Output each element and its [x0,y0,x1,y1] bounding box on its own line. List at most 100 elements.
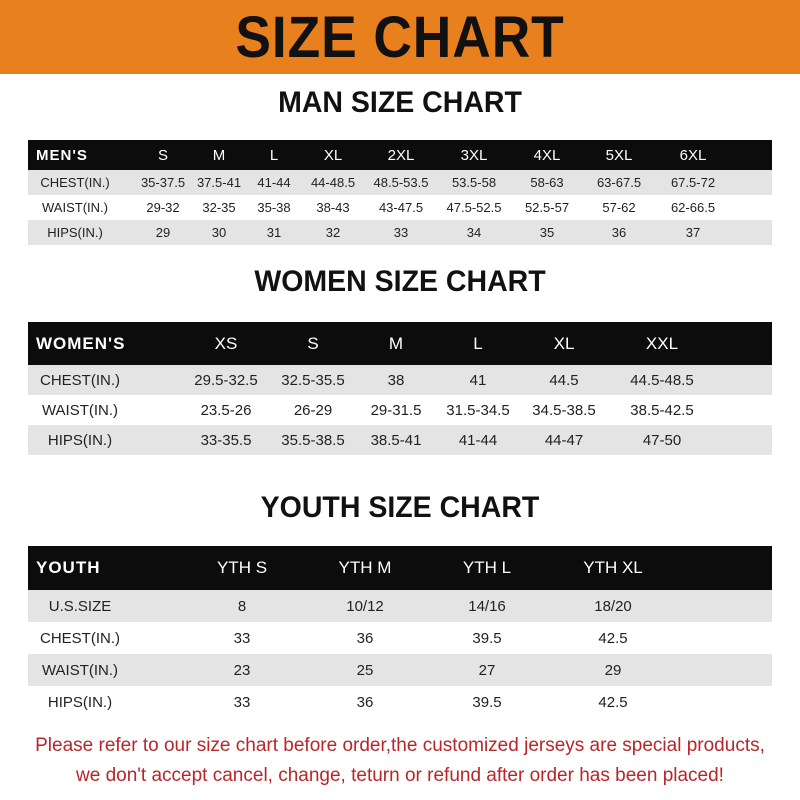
women-table-label: WOMEN'S [36,333,126,353]
size-header: S [157,146,169,164]
table-cell: 23.5-26 [200,401,252,419]
table-cell: 63-67.5 [596,175,642,190]
table-cell: 41-44 [458,431,498,449]
table-row: CHEST(IN.) 35-37.5 37.5-41 41-44 44-48.5 48.5… [28,170,772,195]
table-cell: 43-47.5 [378,200,424,215]
row-label: CHEST(IN.) [40,371,120,389]
row-label: HIPS(IN.) [47,431,113,449]
row-label: WAIST(IN.) [42,200,108,215]
women-header-row: WOMEN'S XS S M L XL XXL [28,322,772,365]
row-label: WAIST(IN.) [41,401,119,419]
table-cell: 14/16 [468,597,506,615]
table-cell: 25 [356,661,374,679]
size-header: XL [553,333,575,353]
table-row: HIPS(IN.) 29 30 31 32 33 34 35 36 37 [28,220,772,245]
size-header: L [269,146,279,164]
table-cell: 57-62 [602,200,636,215]
row-label: CHEST(IN.) [40,175,110,190]
table-row: WAIST(IN.) 29-32 32-35 35-38 38-43 43-47.5 47.… [28,195,772,220]
size-header: YTH M [338,558,392,577]
table-cell: 39.5 [472,629,502,647]
table-cell: 35-37.5 [140,175,186,190]
table-cell: 38.5-41 [370,431,422,449]
women-section-title: WOMEN SIZE CHART [254,265,546,298]
table-cell: 42.5 [598,629,628,647]
table-row: CHEST(IN.) 33 36 39.5 42.5 [28,622,772,654]
table-cell: 34.5-38.5 [532,401,596,419]
table-cell: 10/12 [346,597,384,615]
table-row: WAIST(IN.) 23 25 27 29 [28,654,772,686]
size-header: 3XL [460,146,488,164]
table-cell: 29 [604,661,622,679]
table-cell: 33 [233,693,251,711]
size-header: 4XL [533,146,561,164]
row-label: WAIST(IN.) [41,661,119,679]
table-cell: 42.5 [598,693,628,711]
size-chart-banner: SIZE CHART [0,0,800,74]
table-cell: 29-32 [146,200,180,215]
table-cell: 36 [356,629,374,647]
table-cell: 58-63 [530,175,564,190]
table-cell: 31 [266,225,282,240]
youth-table-label: YOUTH [36,558,101,577]
row-label: CHEST(IN.) [40,629,120,647]
size-header: 6XL [679,146,707,164]
table-cell: 62-66.5 [670,200,716,215]
size-header: YTH L [462,558,512,577]
table-cell: 35.5-38.5 [281,431,345,449]
table-cell: 37.5-41 [196,175,242,190]
size-header: 5XL [605,146,633,164]
table-row: HIPS(IN.) 33 36 39.5 42.5 [28,686,772,718]
row-label: U.S.SIZE [48,597,112,615]
table-cell: 36 [356,693,374,711]
size-header: L [473,333,483,353]
table-cell: 35 [539,225,555,240]
table-cell: 47.5-52.5 [446,200,502,215]
table-cell: 38-43 [316,200,350,215]
table-cell: 67.5-72 [670,175,716,190]
table-cell: 38 [387,371,405,389]
table-cell: 33-35.5 [200,431,252,449]
size-header: M [212,146,226,164]
size-header: XS [214,333,238,353]
notice-line-2: we don't accept cancel, change, teturn o… [76,765,724,786]
women-size-table: WOMEN'S XS S M L XL XXL CHEST(IN.) 29.5-32.5 32.5… [28,322,772,455]
youth-header-row: YOUTH YTH S YTH M YTH L YTH XL [28,546,772,590]
table-cell: 44-47 [544,431,584,449]
men-header-row: MEN'S S M L XL 2XL 3XL 4XL 5XL 6XL [28,140,772,170]
size-header: XXL [645,333,679,353]
table-cell: 34 [466,225,482,240]
row-label: HIPS(IN.) [47,693,113,711]
table-cell: 32.5-35.5 [281,371,345,389]
table-cell: 27 [478,661,496,679]
table-row: HIPS(IN.) 33-35.5 35.5-38.5 38.5-41 41-44 44-… [28,425,772,455]
table-cell: 29 [155,225,171,240]
youth-section-title: YOUTH SIZE CHART [260,491,540,524]
table-cell: 47-50 [642,431,682,449]
size-header: YTH S [216,558,268,577]
table-cell: 38.5-42.5 [630,401,694,419]
row-label: HIPS(IN.) [47,225,103,240]
table-cell: 53.5-58 [451,175,497,190]
table-cell: 44.5-48.5 [630,371,694,389]
men-section-title: MAN SIZE CHART [278,86,522,119]
table-cell: 33 [233,629,251,647]
banner-title: SIZE CHART [235,5,565,70]
table-row: U.S.SIZE 8 10/12 14/16 18/20 [28,590,772,622]
table-cell: 26-29 [293,401,333,419]
size-header: 2XL [387,146,415,164]
table-cell: 18/20 [594,597,632,615]
size-header: S [307,333,319,353]
table-row: WAIST(IN.) 23.5-26 26-29 29-31.5 31.5-34.5 34… [28,395,772,425]
notice-line-1: Please refer to our size chart before or… [35,735,765,756]
men-size-table: MEN'S S M L XL 2XL 3XL 4XL 5XL 6XL CHEST(IN.) 35-37… [28,140,772,245]
table-row: CHEST(IN.) 29.5-32.5 32.5-35.5 38 41 44.5 44.5… [28,365,772,395]
size-header: YTH XL [583,558,643,577]
table-cell: 44.5 [549,371,579,389]
table-cell: 41-44 [257,175,291,190]
table-cell: 52.5-57 [524,200,570,215]
table-cell: 23 [233,661,251,679]
table-cell: 33 [393,225,409,240]
table-cell: 48.5-53.5 [373,175,429,190]
table-cell: 36 [611,225,627,240]
